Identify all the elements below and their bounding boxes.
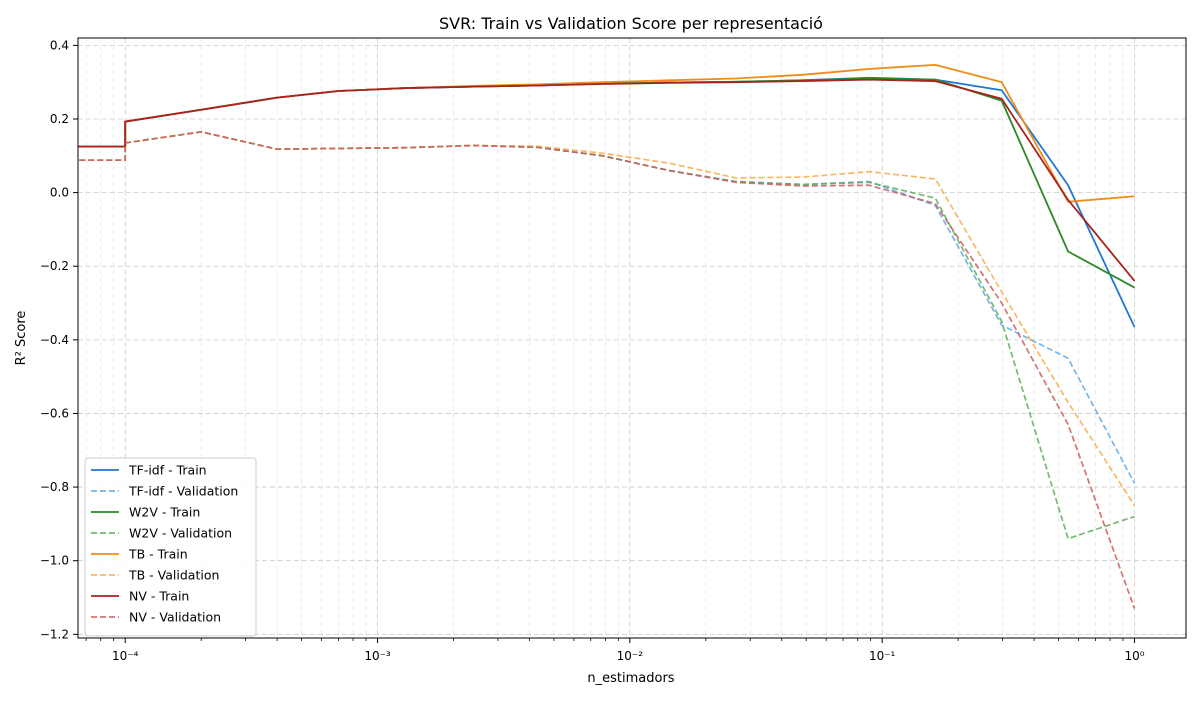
- y-tick-label: 0.0: [50, 186, 69, 200]
- y-tick-label: −1.0: [40, 554, 69, 568]
- grid-layer: [78, 38, 1186, 638]
- series-line-6: [78, 131, 1136, 506]
- x-tick-label: 10⁻¹: [869, 649, 896, 663]
- legend: TF-idf - Train TF-idf - Validation W2V - T…: [84, 457, 257, 637]
- series-line-8: [78, 131, 1136, 609]
- legend-label: TB - Validation: [128, 568, 219, 583]
- legend-label: TF-idf - Train: [128, 463, 207, 478]
- x-tick-label: 10⁻²: [617, 649, 644, 663]
- series-layer: [78, 63, 1136, 609]
- legend-label: NV - Validation: [129, 610, 221, 625]
- legend-label: W2V - Validation: [129, 526, 232, 541]
- y-tick-label: −0.2: [40, 259, 69, 273]
- series-line-7: [78, 78, 1136, 282]
- x-tick-label: 10⁻³: [364, 649, 391, 663]
- y-tick-label: −0.8: [40, 480, 69, 494]
- x-tick-label: 10⁰: [1124, 649, 1144, 663]
- legend-label: TF-idf - Validation: [128, 484, 238, 499]
- chart-title: SVR: Train vs Validation Score per repre…: [439, 14, 823, 33]
- legend-label: W2V - Train: [129, 505, 200, 520]
- legend-label: NV - Train: [129, 589, 189, 604]
- series-line-2: [78, 131, 1136, 484]
- x-axis-label: n_estimadors: [587, 671, 674, 686]
- y-tick-label: 0.4: [50, 38, 69, 52]
- y-tick-label: 0.2: [50, 112, 69, 126]
- legend-box: [84, 457, 257, 637]
- plot-frame: [77, 37, 1187, 639]
- tick-layer: 10⁻⁴ 10⁻³ 10⁻² 10⁻¹ 10⁰ 0.4 0.2 0.0 −0.2 −0.4 −0.6…: [40, 38, 1145, 663]
- y-tick-label: −0.4: [40, 333, 69, 347]
- y-tick-label: −1.2: [40, 627, 69, 641]
- x-tick-label: 10⁻⁴: [112, 649, 139, 663]
- y-axis-label: R² Score: [14, 311, 29, 366]
- legend-label: TB - Train: [128, 547, 188, 562]
- y-tick-label: −0.6: [40, 406, 69, 420]
